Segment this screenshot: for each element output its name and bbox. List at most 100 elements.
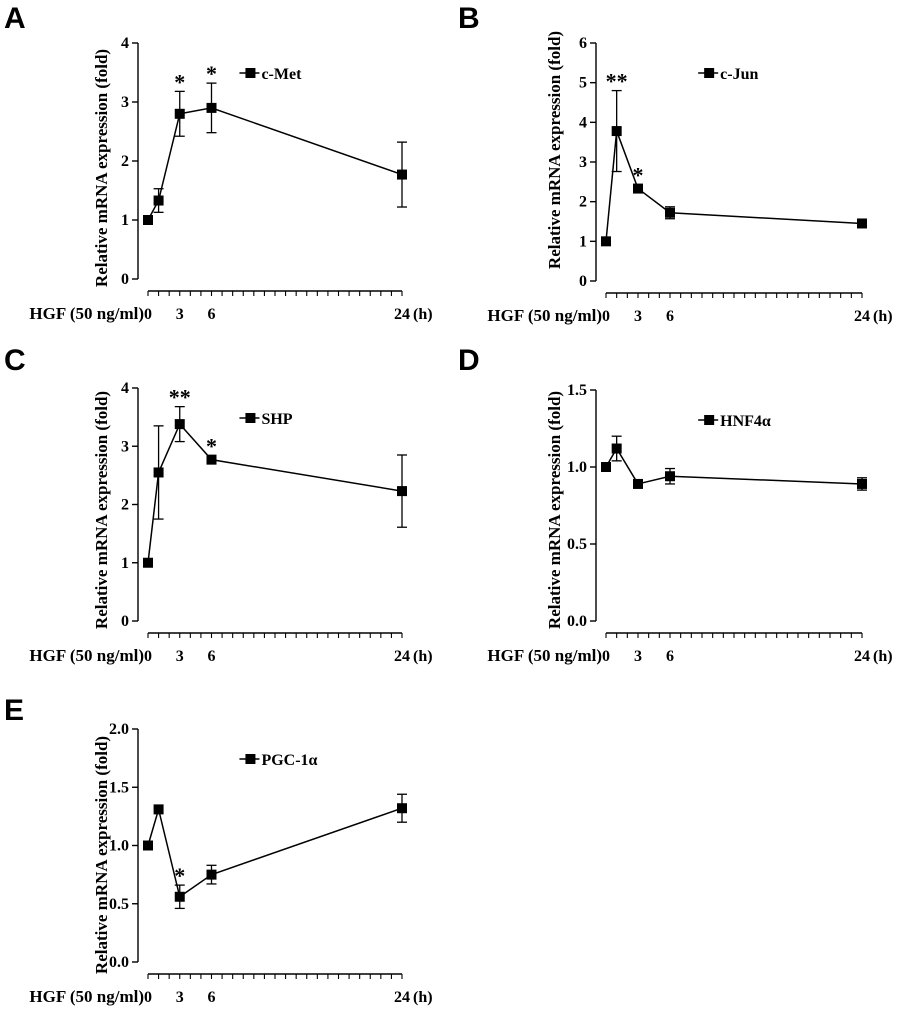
panel-letter: E: [4, 694, 24, 727]
data-point: [143, 557, 153, 568]
data-point: [633, 478, 643, 489]
x-axis-label: HGF (50 ng/ml): [29, 304, 144, 323]
data-point: [397, 169, 407, 180]
panel-letter: B: [458, 2, 480, 35]
series-line: [147, 806, 403, 899]
significance-marker: **: [606, 69, 628, 94]
x-axis-label: HGF (50 ng/ml): [487, 306, 602, 325]
y-axis-label: Relative mRNA expression (fold): [92, 49, 111, 287]
legend-marker: [704, 415, 715, 425]
x-axis-label: HGF (50 ng/ml): [487, 646, 602, 665]
y-tick-label: 2: [121, 153, 129, 170]
x-tick-label: 24: [394, 648, 410, 665]
chart-panel-b: B 0 1 2 3 4 5 6 Relative mRNA expression (fold) 0…: [458, 2, 893, 325]
x-tick-label: 3: [634, 308, 642, 325]
data-point: [206, 102, 217, 113]
x-tick-label: 0: [144, 989, 152, 1006]
data-point: [143, 840, 153, 851]
y-tick-label: 1: [579, 233, 587, 250]
x-tick-label: 24: [854, 648, 870, 665]
x-axis-label: HGF (50 ng/ml): [29, 987, 144, 1006]
x-tick-label: 3: [176, 989, 184, 1006]
y-tick-label: 0: [579, 273, 587, 290]
data-point: [397, 486, 407, 497]
y-axis-label: Relative mRNA expression (fold): [92, 391, 111, 629]
data-point: [153, 467, 164, 478]
y-tick-label: 1.0: [567, 459, 587, 476]
x-axis-unit: (h): [873, 648, 893, 665]
significance-marker: *: [633, 163, 644, 188]
series-line: [147, 107, 403, 221]
x-tick-label: 3: [176, 306, 184, 323]
x-axis-unit: (h): [413, 648, 433, 665]
significance-marker: *: [174, 69, 185, 94]
legend-marker: [704, 68, 715, 78]
y-tick-label: 3: [121, 438, 129, 455]
data-point: [174, 108, 185, 119]
y-tick-label: 1: [121, 555, 129, 572]
data-point: [665, 207, 675, 218]
y-tick-label: 1.0: [109, 838, 129, 855]
data-point: [174, 891, 185, 902]
y-axis-label: Relative mRNA expression (fold): [545, 391, 564, 629]
x-tick-label: 6: [666, 308, 674, 325]
y-tick-label: 0: [121, 271, 129, 288]
series-line: [147, 422, 403, 563]
y-tick-label: 4: [579, 114, 587, 131]
data-point: [206, 454, 217, 465]
y-tick-label: 0.5: [109, 896, 129, 913]
data-point: [206, 869, 217, 880]
legend-label: c-Jun: [720, 66, 758, 83]
x-tick-label: 6: [208, 648, 216, 665]
x-tick-label: 6: [666, 648, 674, 665]
legend-label: PGC-1α: [261, 752, 317, 769]
panel-letter: D: [458, 344, 480, 377]
data-point: [153, 195, 164, 206]
x-tick-label: 0: [602, 308, 610, 325]
x-axis-unit: (h): [413, 306, 433, 323]
legend-marker: [245, 413, 256, 423]
data-point: [665, 471, 675, 482]
data-point: [633, 183, 643, 194]
panel-letter: A: [4, 2, 26, 35]
x-axis-label: HGF (50 ng/ml): [29, 646, 144, 665]
y-tick-label: 5: [579, 75, 587, 92]
significance-marker: *: [206, 61, 217, 86]
x-tick-label: 0: [602, 648, 610, 665]
legend-marker: [245, 68, 256, 78]
y-tick-label: 2: [121, 497, 129, 514]
x-tick-label: 24: [394, 989, 410, 1006]
y-tick-label: 2.0: [109, 721, 129, 738]
x-tick-label: 6: [208, 989, 216, 1006]
chart-panel-a: A 0 1 2 3 4 Relative mRNA expression (fold) 0 3 6…: [4, 2, 433, 323]
y-tick-label: 1: [121, 212, 129, 229]
significance-marker: *: [174, 863, 185, 888]
y-tick-label: 1.5: [567, 382, 587, 399]
y-tick-label: 4: [121, 380, 129, 397]
data-point: [857, 478, 867, 489]
y-tick-label: 0.0: [567, 613, 587, 630]
legend-label: HNF4α: [720, 413, 771, 430]
legend-label: c-Met: [261, 66, 302, 83]
data-point: [153, 804, 164, 815]
x-axis-unit: (h): [873, 308, 893, 325]
significance-marker: *: [206, 434, 217, 459]
data-point: [601, 236, 611, 247]
x-tick-label: 3: [634, 648, 642, 665]
data-point: [143, 215, 153, 225]
y-tick-label: 0.0: [109, 954, 129, 971]
data-point: [857, 218, 867, 229]
panel-letter: C: [4, 344, 26, 377]
x-tick-label: 0: [144, 306, 152, 323]
data-point: [174, 419, 185, 430]
legend-label: SHP: [261, 411, 292, 428]
y-tick-label: 0: [121, 613, 129, 630]
y-tick-label: 3: [121, 94, 129, 111]
data-point: [611, 126, 622, 137]
x-tick-label: 6: [208, 306, 216, 323]
y-tick-label: 6: [579, 35, 587, 52]
x-tick-label: 24: [394, 306, 410, 323]
